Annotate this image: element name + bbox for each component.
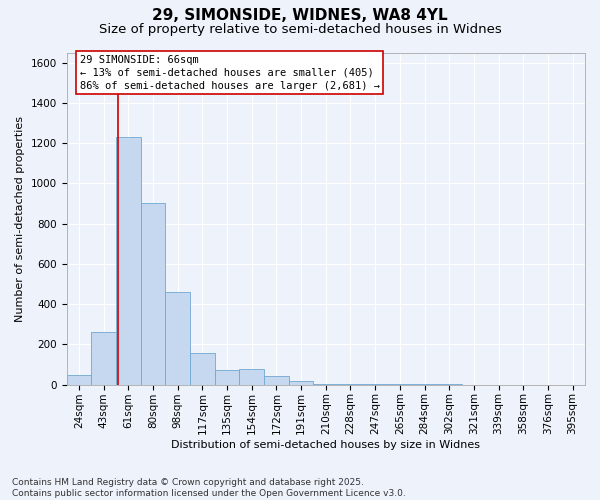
- Bar: [91, 332, 116, 384]
- Bar: [190, 354, 215, 384]
- Text: Contains HM Land Registry data © Crown copyright and database right 2025.
Contai: Contains HM Land Registry data © Crown c…: [12, 478, 406, 498]
- Bar: [264, 376, 289, 384]
- Bar: [140, 204, 165, 384]
- Bar: [239, 368, 264, 384]
- Bar: [116, 137, 140, 384]
- Bar: [165, 292, 190, 384]
- Bar: [67, 374, 91, 384]
- Bar: [215, 370, 239, 384]
- Y-axis label: Number of semi-detached properties: Number of semi-detached properties: [15, 116, 25, 322]
- X-axis label: Distribution of semi-detached houses by size in Widnes: Distribution of semi-detached houses by …: [171, 440, 480, 450]
- Text: 29, SIMONSIDE, WIDNES, WA8 4YL: 29, SIMONSIDE, WIDNES, WA8 4YL: [152, 8, 448, 22]
- Text: 29 SIMONSIDE: 66sqm
← 13% of semi-detached houses are smaller (405)
86% of semi-: 29 SIMONSIDE: 66sqm ← 13% of semi-detach…: [80, 54, 380, 91]
- Bar: [289, 380, 313, 384]
- Text: Size of property relative to semi-detached houses in Widnes: Size of property relative to semi-detach…: [98, 22, 502, 36]
